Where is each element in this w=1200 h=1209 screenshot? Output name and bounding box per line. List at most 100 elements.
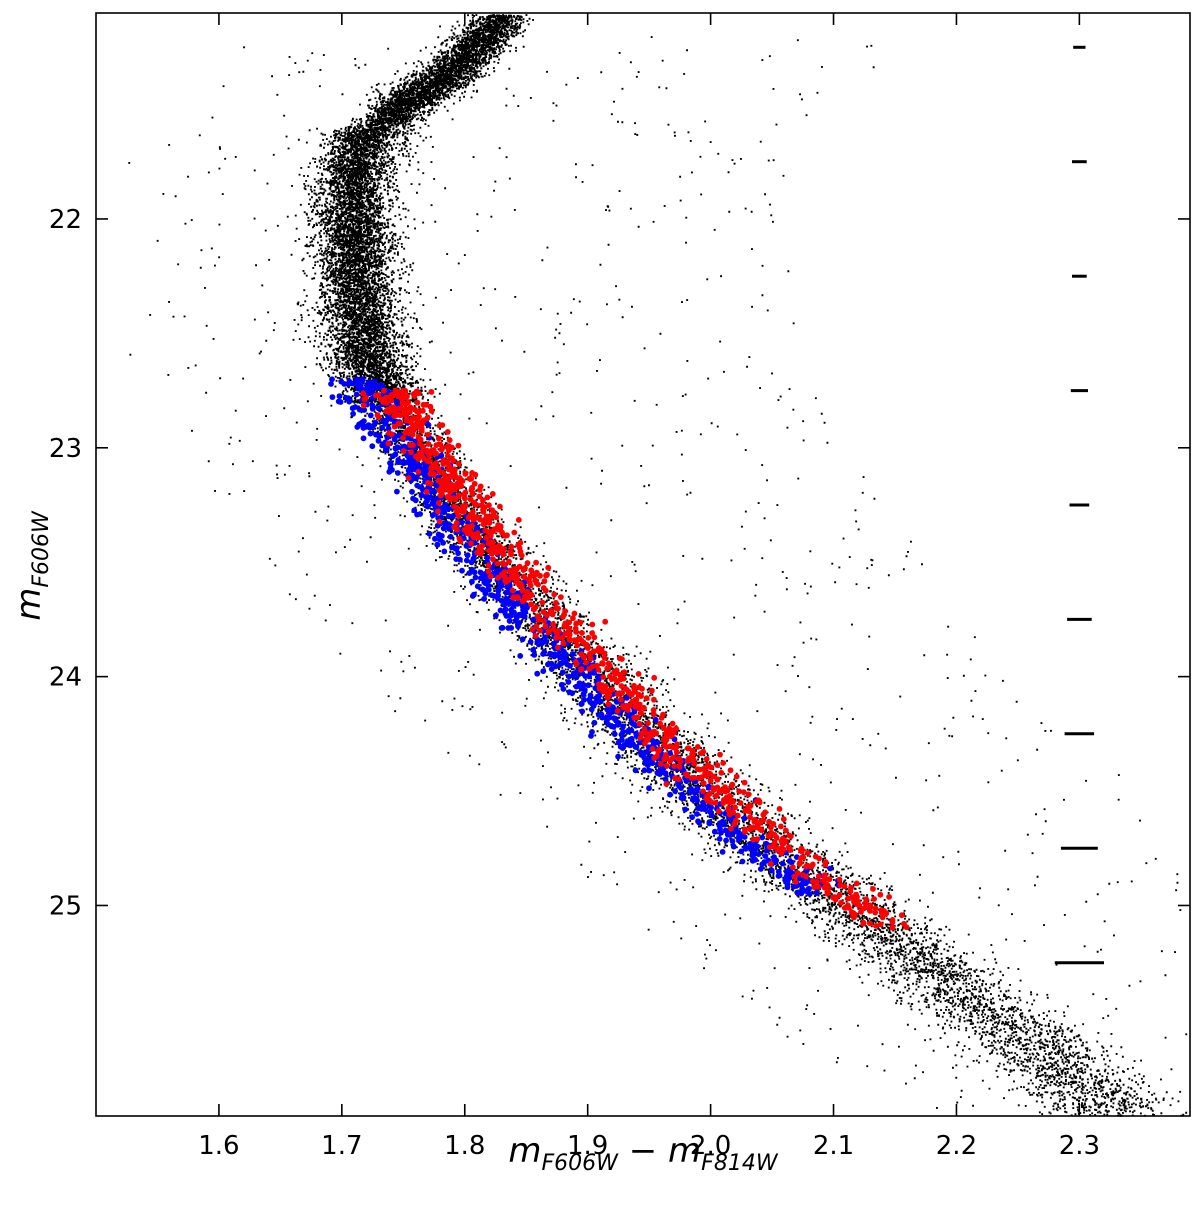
- x-tick-label: 2.2: [936, 1131, 977, 1161]
- population-red-point: [635, 691, 642, 698]
- population-red-point: [614, 708, 621, 714]
- population-red-point: [501, 573, 508, 580]
- population-red-point: [821, 872, 828, 878]
- population-red-point: [596, 685, 603, 692]
- population-red-point: [400, 448, 407, 454]
- population-red-point: [572, 625, 579, 632]
- population-red-point: [473, 502, 480, 508]
- population-blue-point: [418, 492, 425, 499]
- population-blue-point: [719, 849, 726, 855]
- population-red-point: [480, 509, 487, 515]
- population-blue-point: [515, 623, 521, 630]
- population-red-point: [431, 450, 438, 457]
- population-red-point: [498, 548, 505, 555]
- population-red-point: [586, 666, 593, 672]
- population-blue-point: [403, 459, 410, 466]
- population-red-point: [521, 574, 528, 581]
- population-blue-point: [661, 770, 668, 776]
- population-red-point: [469, 484, 475, 491]
- population-red-point: [731, 821, 738, 827]
- population-red-point: [542, 623, 549, 630]
- population-red-point: [478, 548, 485, 554]
- population-red-point: [399, 394, 406, 401]
- population-blue-point: [471, 569, 478, 576]
- population-red-point: [455, 492, 462, 499]
- population-red-point: [424, 458, 431, 464]
- population-red-point: [380, 399, 387, 405]
- population-blue-point: [423, 462, 430, 469]
- population-red-point: [718, 787, 725, 794]
- population-blue-point: [538, 639, 545, 646]
- population-red-point: [886, 894, 892, 900]
- population-blue-point: [409, 488, 415, 495]
- population-red-point: [497, 503, 503, 510]
- population-red-point: [783, 827, 789, 834]
- population-red-point: [605, 701, 612, 708]
- population-red-point: [455, 460, 462, 467]
- population-red-point: [548, 610, 555, 617]
- population-blue-point: [534, 670, 541, 677]
- population-red-point: [546, 628, 553, 634]
- population-blue-point: [336, 393, 343, 400]
- population-red-point: [634, 714, 641, 721]
- population-red-point: [694, 744, 701, 750]
- population-red-point: [596, 681, 602, 687]
- population-blue-point: [607, 710, 613, 717]
- population-blue-point: [676, 782, 682, 789]
- population-red-point: [551, 591, 558, 598]
- population-blue-point: [711, 828, 718, 835]
- population-blue-point: [662, 776, 669, 783]
- population-red-point: [531, 606, 537, 613]
- population-blue-point: [498, 598, 505, 604]
- population-red-point: [533, 580, 540, 586]
- population-red-point: [399, 400, 406, 407]
- population-blue-point: [519, 636, 526, 643]
- population-blue-point: [414, 511, 420, 518]
- population-red-point: [745, 791, 752, 798]
- population-blue-point: [531, 652, 538, 658]
- population-red-point: [435, 508, 441, 515]
- population-red-point: [725, 807, 732, 813]
- population-red-point: [424, 447, 430, 454]
- population-blue-point: [441, 548, 448, 555]
- population-blue-point: [608, 723, 615, 730]
- population-blue-point: [474, 524, 480, 531]
- population-blue-point: [502, 606, 509, 613]
- population-blue-point: [646, 785, 652, 792]
- population-blue-point: [706, 820, 713, 827]
- population-blue-point: [632, 767, 639, 774]
- population-red-point: [391, 413, 398, 419]
- population-red-point: [497, 523, 504, 530]
- population-red-point: [487, 533, 494, 539]
- population-red-point: [450, 495, 457, 501]
- population-red-point: [532, 633, 539, 639]
- population-blue-point: [472, 574, 479, 581]
- y-tick-label: 22: [49, 205, 82, 235]
- population-red-point: [812, 853, 819, 860]
- population-red-point: [803, 873, 810, 880]
- population-red-point: [428, 465, 434, 472]
- population-red-point: [437, 469, 443, 475]
- population-red-point: [758, 827, 765, 834]
- population-red-point: [688, 775, 695, 781]
- population-red-point: [408, 449, 414, 455]
- population-red-point: [811, 884, 818, 891]
- population-blue-point: [453, 556, 460, 562]
- population-red-point: [804, 849, 811, 856]
- population-red-point: [566, 631, 573, 638]
- population-red-point: [728, 825, 734, 832]
- population-blue-point: [637, 739, 643, 746]
- population-red-point: [445, 494, 452, 500]
- population-red-point: [848, 884, 854, 891]
- population-blue-point: [392, 451, 399, 458]
- population-red-point: [418, 424, 425, 431]
- population-blue-point: [520, 613, 527, 619]
- y-tick-label: 25: [49, 891, 82, 921]
- population-red-point: [485, 568, 492, 575]
- x-tick-label: 1.9: [567, 1131, 608, 1161]
- population-red-point: [425, 431, 431, 438]
- population-red-point: [658, 715, 665, 721]
- population-blue-point: [394, 488, 400, 495]
- population-red-point: [375, 392, 382, 398]
- population-red-point: [676, 763, 683, 770]
